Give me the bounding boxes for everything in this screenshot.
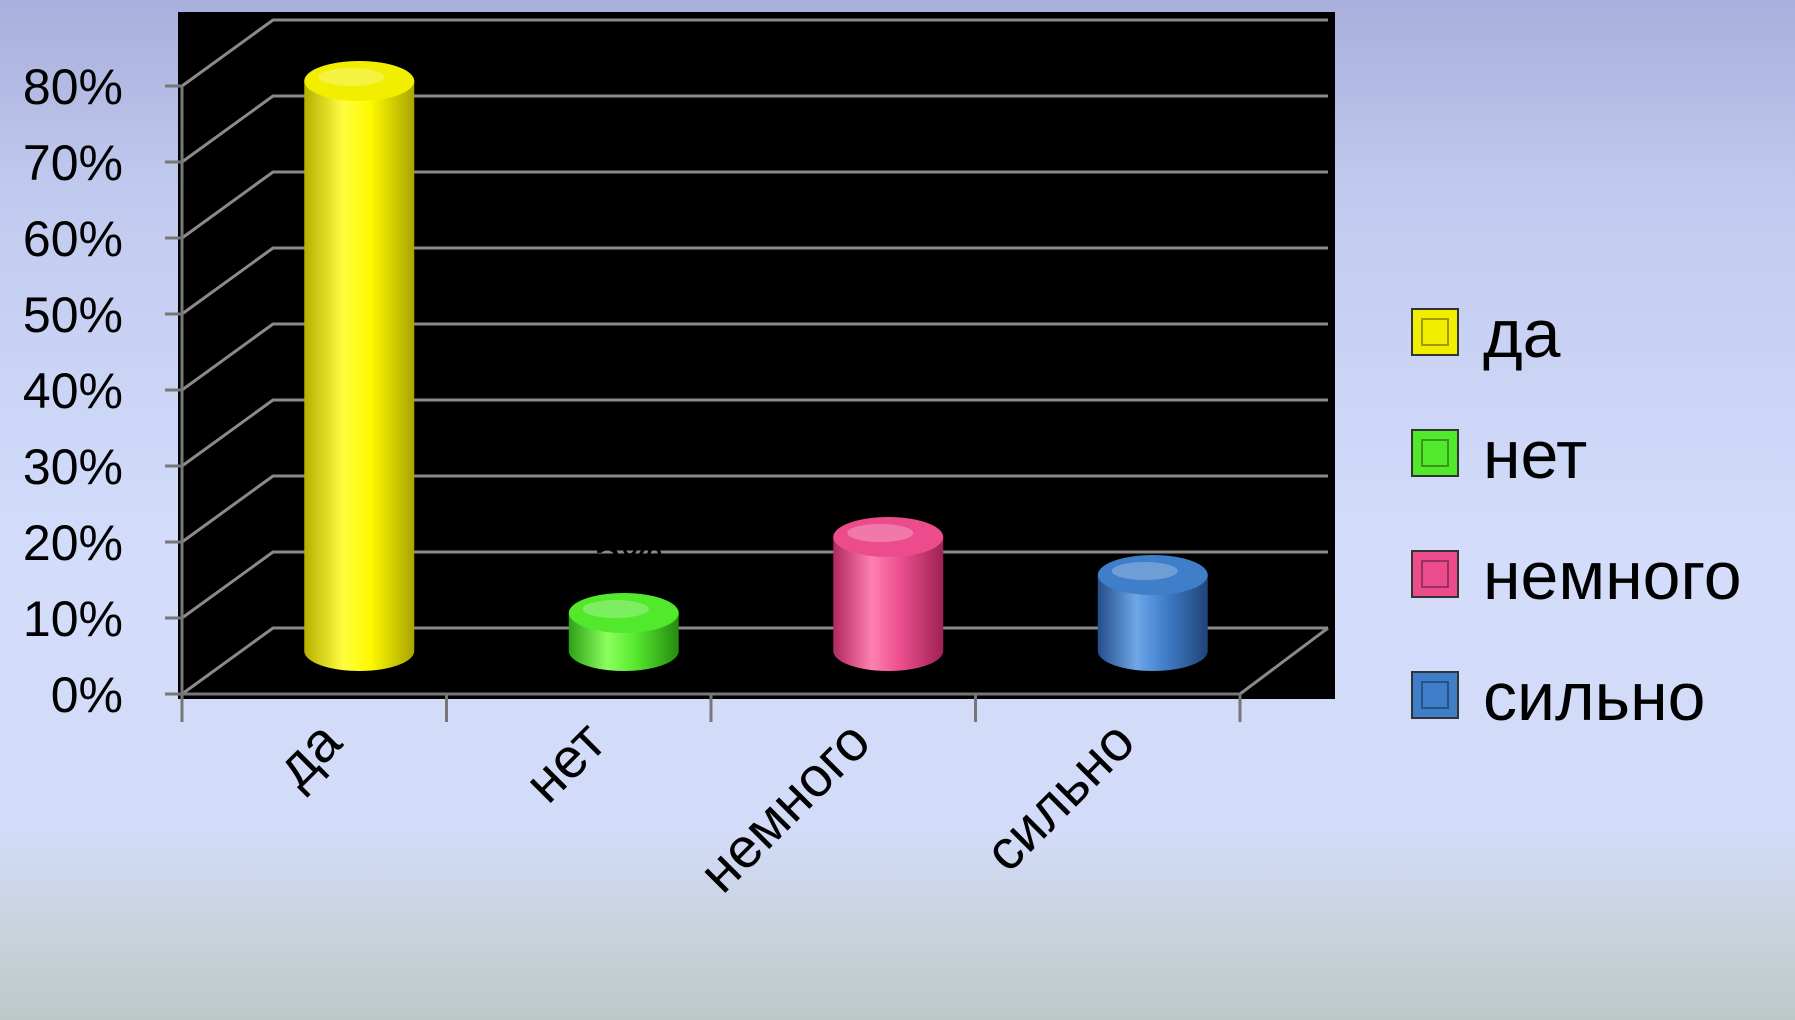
y-tick-label: 70% [23,135,123,191]
gridline [181,626,1328,696]
x-category-label: нет [512,709,617,814]
legend-item-нет: нет [1411,417,1587,493]
bar-highlight [847,524,914,542]
x-category-label: немного [687,709,882,904]
gridline [181,246,1328,316]
legend-swatch [1411,671,1459,719]
x-category-label: сильно [972,709,1146,883]
y-tick-label: 20% [23,515,123,571]
bar-body [1097,575,1208,671]
x-axis-category-labels: да нет немного сильно [263,708,1146,904]
x-category-label: да [263,708,353,798]
legend-swatch-bevel [1421,318,1449,346]
bar-сильно [1097,555,1208,671]
legend-item-немного: немного [1411,538,1742,614]
gridline [181,94,1328,164]
bars: 5% [304,61,1208,671]
bar-highlight [582,600,649,618]
bar-top [568,593,679,633]
gridline [181,18,1328,88]
legend-label: немного [1483,538,1742,614]
legend-swatch [1411,308,1459,356]
gridline [181,550,1328,620]
bar-top [1097,555,1208,595]
legend-label: да [1483,296,1561,372]
legend-swatch [1411,550,1459,598]
y-tick-label: 80% [23,59,123,115]
y-tick-label: 50% [23,287,123,343]
y-tick-label: 30% [23,439,123,495]
gridline [181,322,1328,392]
y-tick-label: 40% [23,363,123,419]
legend-label: сильно [1483,659,1705,735]
bar-нет: 5% [568,526,679,671]
legend-item-сильно: сильно [1411,659,1705,735]
bar-body [304,81,415,671]
legend-item-да: да [1411,296,1561,372]
bar-body [833,537,944,671]
gridline [181,398,1328,468]
y-tick-label: 60% [23,211,123,267]
bar-highlight [1111,562,1178,580]
legend-label: нет [1483,417,1587,493]
legend-swatch-bevel [1421,439,1449,467]
bar-top [833,517,944,557]
legend-swatch [1411,429,1459,477]
y-axis-tick-labels: 0% 10% 20% 30% 40% 50% 60% 70% 80% [23,59,123,723]
legend: да нет немного сильно [1411,296,1742,735]
axes [165,84,1242,722]
bar-немного [833,517,944,671]
bar-top [304,61,415,101]
data-label: 5% [594,526,663,579]
bar-highlight [318,68,385,86]
y-tick-label: 0% [51,667,123,723]
gridline [181,170,1328,240]
gridline [181,474,1328,544]
y-tick-label: 10% [23,591,123,647]
legend-swatch-bevel [1421,681,1449,709]
legend-swatch-bevel [1421,560,1449,588]
bar-да [304,61,415,671]
